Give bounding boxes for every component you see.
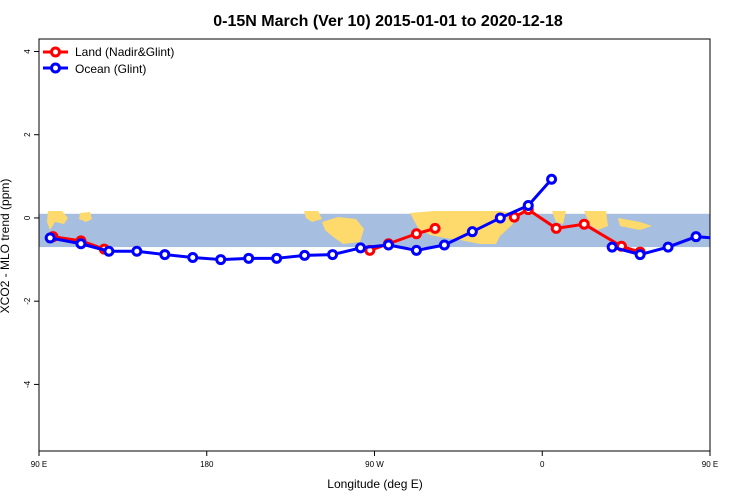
series-ocean-point	[690, 231, 702, 243]
land-central-america	[304, 211, 322, 222]
series-ocean	[44, 173, 728, 266]
series-land-point	[410, 228, 422, 240]
land-islands-east	[618, 218, 652, 230]
series-ocean-point	[494, 212, 506, 224]
land-islands-west	[79, 212, 92, 222]
series-ocean-point	[410, 244, 422, 256]
axis-ticks: 90 E 180 90 W 0 90 E 4 2 0 -2 -4	[23, 49, 718, 469]
series-ocean-line	[611, 235, 710, 257]
legend-land-label: Land (Nadir&Glint)	[75, 45, 174, 59]
x-tick-label: 90 W	[365, 460, 384, 469]
y-tick-label: -4	[23, 380, 32, 388]
series-ocean-point	[382, 239, 394, 251]
x-tick-label: 0	[540, 460, 545, 469]
ocean-band	[39, 213, 710, 248]
series-ocean-point	[131, 245, 143, 257]
series-ocean-point	[634, 249, 646, 261]
series-ocean-point	[606, 241, 618, 253]
series-ocean-point	[522, 199, 534, 211]
series-ocean-point	[299, 249, 311, 261]
series-ocean-point	[215, 254, 227, 266]
x-axis-label: Longitude (deg E)	[327, 477, 422, 491]
y-tick-label: 0	[23, 215, 32, 220]
y-tick-label: 4	[23, 49, 32, 54]
map-band	[39, 211, 710, 248]
series-ocean-point	[103, 245, 115, 257]
land-masses	[47, 211, 652, 244]
legend-land-marker	[50, 46, 61, 58]
series-ocean-point	[271, 252, 283, 264]
x-tick-label: 90 E	[31, 460, 47, 469]
series-ocean-point	[355, 242, 367, 254]
series-ocean-point	[243, 252, 255, 264]
series-ocean-point	[546, 173, 558, 185]
land-south-america-north	[322, 217, 364, 244]
x-tick-label: 90 E	[702, 460, 718, 469]
series-ocean-point	[159, 249, 171, 261]
series-ocean-point	[44, 232, 56, 244]
y-tick-label: 2	[23, 132, 32, 137]
series-land-point	[550, 222, 562, 234]
x-tick-label: 180	[200, 460, 214, 469]
series-ocean-point	[438, 239, 450, 251]
series-layer	[44, 173, 728, 266]
series-ocean-point	[720, 235, 728, 243]
series-ocean-point	[327, 249, 339, 261]
series-ocean-point	[75, 238, 87, 250]
series-ocean-point	[466, 226, 478, 238]
y-tick-label: -2	[23, 297, 32, 305]
legend: Land (Nadir&Glint) Ocean (Glint)	[43, 45, 174, 76]
chart-title: 0-15N March (Ver 10) 2015-01-01 to 2020-…	[213, 13, 563, 30]
land-southeast-asia-east	[584, 211, 608, 230]
series-land-point	[578, 218, 590, 230]
legend-ocean-marker	[50, 62, 61, 74]
land-southeast-asia	[47, 211, 68, 230]
land-india-tip	[552, 211, 566, 224]
legend-ocean-label: Ocean (Glint)	[75, 62, 146, 76]
series-land-point	[429, 222, 441, 234]
y-axis-label: XCO2 - MLO trend (ppm)	[0, 179, 12, 314]
series-ocean-point	[662, 241, 674, 253]
land-africa	[410, 211, 520, 244]
series-ocean-point	[187, 251, 199, 263]
